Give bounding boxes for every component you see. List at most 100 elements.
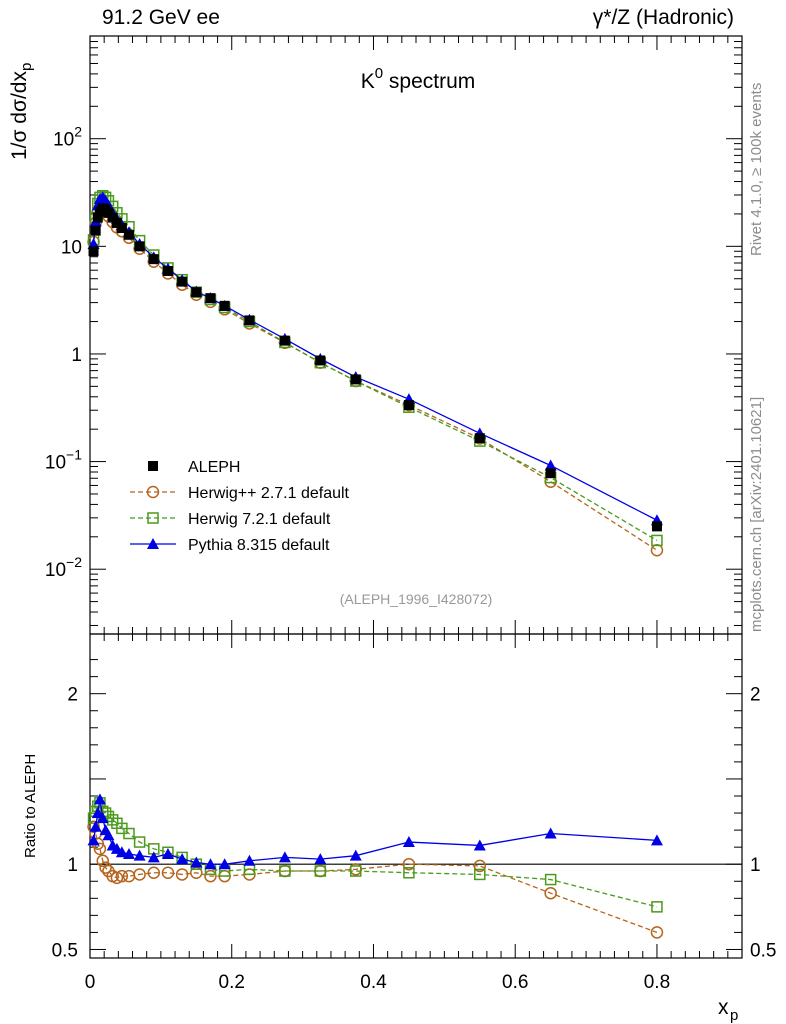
ratio-x-tick-label: 0 xyxy=(85,972,96,993)
main-point-series-0 xyxy=(116,223,127,234)
ratio-point-series-1 xyxy=(544,873,557,886)
ratio-point-series-0 xyxy=(99,861,112,874)
ratio-point-series-1 xyxy=(651,901,663,913)
ratio-x-tick-label: 0.2 xyxy=(219,972,245,993)
ratio-point-series-1 xyxy=(87,812,100,824)
legend-label-2: Herwig 7.2.1 default xyxy=(188,511,331,528)
main-point-series-0 xyxy=(123,229,134,240)
main-point-series-0 xyxy=(244,315,255,326)
ratio-point-series-2 xyxy=(161,847,174,859)
ratio-x-tick-label: 0.6 xyxy=(502,972,528,993)
ratio-point-series-1 xyxy=(403,866,415,879)
ratio-point-series-1 xyxy=(123,827,135,840)
ratio-point-series-2 xyxy=(278,851,291,863)
ratio-point-series-0 xyxy=(204,869,217,883)
ratio-point-series-2 xyxy=(115,846,128,858)
main-point-series-0 xyxy=(219,300,230,311)
ratio-point-series-1 xyxy=(474,868,486,881)
main-point-series-2 xyxy=(651,534,663,547)
main-series-line-1 xyxy=(92,206,658,551)
main-point-series-0 xyxy=(474,433,485,444)
legend-label-1: Herwig++ 2.7.1 default xyxy=(188,485,350,502)
ratio-point-series-2 xyxy=(314,853,327,865)
main-point-series-0 xyxy=(279,335,290,346)
ratio-point-series-2 xyxy=(93,793,106,805)
main-point-series-0 xyxy=(191,287,202,298)
ratio-point-series-0 xyxy=(96,854,110,868)
ratio-point-series-2 xyxy=(102,829,115,841)
ratio-x-tick-label: 0.8 xyxy=(644,972,670,993)
legend-label-0: ALEPH xyxy=(188,459,240,476)
legend-marker-3 xyxy=(147,538,159,549)
main-point-series-0 xyxy=(403,400,414,411)
ratio-point-series-2 xyxy=(96,812,109,824)
ratio-point-series-0 xyxy=(650,926,664,939)
ratio-series-line-2 xyxy=(92,799,657,865)
ratio-point-series-2 xyxy=(91,807,104,819)
ratio-point-series-2 xyxy=(176,853,189,865)
ratio-point-series-0 xyxy=(87,820,100,833)
ratio-point-series-0 xyxy=(115,869,129,883)
ratio-point-series-0 xyxy=(473,859,487,873)
main-y-tick-label: 10 xyxy=(61,237,82,258)
ratio-point-series-2 xyxy=(190,856,203,868)
ratio-point-series-2 xyxy=(349,849,362,861)
ratio-point-series-2 xyxy=(473,839,486,851)
main-point-series-0 xyxy=(148,254,159,265)
main-y-tick-label: 102 xyxy=(53,124,82,151)
main-point-series-0 xyxy=(88,246,99,257)
main-point-series-0 xyxy=(134,241,145,252)
ratio-point-series-2 xyxy=(122,847,135,859)
ratio-x-axis-label: x xyxy=(718,996,729,1019)
ratio-point-series-2 xyxy=(218,858,231,870)
main-point-series-0 xyxy=(651,521,662,532)
ratio-point-series-2 xyxy=(87,834,100,846)
ratio-point-series-2 xyxy=(243,854,256,866)
main-y-tick-label: 1 xyxy=(71,345,82,366)
main-y-tick-label: 10−2 xyxy=(45,554,82,581)
ratio-y-tick-label-right: 2 xyxy=(750,685,761,706)
ratio-series-line-1 xyxy=(92,801,658,908)
ratio-point-series-2 xyxy=(544,827,557,839)
legend-marker-1 xyxy=(146,485,160,499)
main-point-series-3 xyxy=(544,459,557,471)
ratio-point-series-1 xyxy=(133,836,146,848)
main-point-series-0 xyxy=(350,374,361,385)
ratio-point-series-1 xyxy=(279,865,291,877)
main-point-series-0 xyxy=(90,225,101,236)
ratio-series-line-0 xyxy=(92,826,658,934)
ratio-y-tick-label-right: 1 xyxy=(750,855,761,876)
ratio-point-series-0 xyxy=(402,857,416,871)
ratio-x-tick-label: 0.4 xyxy=(360,972,387,993)
main-plot-title: K0 spectrum xyxy=(361,65,476,93)
ratio-plot-frame xyxy=(89,633,743,959)
main-point-series-0 xyxy=(162,265,173,276)
legend-marker-0 xyxy=(148,461,158,471)
ratio-point-series-0 xyxy=(161,866,175,879)
ratio-y-tick-label-left: 1 xyxy=(67,855,78,876)
ratio-point-series-2 xyxy=(147,851,160,863)
ratio-point-series-1 xyxy=(314,865,327,877)
ratio-point-series-0 xyxy=(93,842,107,856)
legend-label-3: Pythia 8.315 default xyxy=(188,537,330,554)
ratio-x-axis-label-sub: p xyxy=(730,1007,738,1024)
ratio-point-series-1 xyxy=(350,865,362,877)
analysis-watermark: (ALEPH_1996_I428072) xyxy=(340,591,493,607)
header-energy-label: 91.2 GeV ee xyxy=(102,6,220,29)
ratio-point-series-0 xyxy=(133,868,146,881)
main-point-series-0 xyxy=(545,468,556,479)
main-point-series-0 xyxy=(107,212,118,223)
ratio-point-series-2 xyxy=(402,836,415,848)
main-point-series-0 xyxy=(315,355,326,366)
main-y-tick-label: 10−1 xyxy=(45,447,82,474)
ratio-y-tick-label-right: 0.5 xyxy=(750,940,776,961)
main-point-series-0 xyxy=(92,212,103,223)
ratio-y-tick-label-left: 0.5 xyxy=(52,940,78,961)
ratio-point-series-0 xyxy=(147,866,161,879)
header-process-label: γ*/Z (Hadronic) xyxy=(592,6,734,29)
ratio-y-tick-label-left: 2 xyxy=(67,685,78,706)
main-point-series-1 xyxy=(650,544,664,557)
main-series-line-2 xyxy=(92,195,658,542)
main-point-series-0 xyxy=(177,276,188,287)
